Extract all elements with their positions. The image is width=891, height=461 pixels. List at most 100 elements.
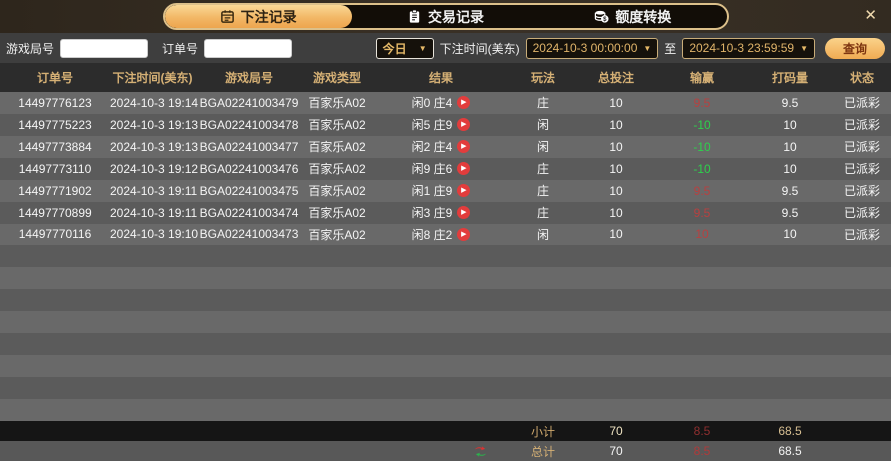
play-icon[interactable]: ▶ [457, 227, 471, 241]
order-no-input[interactable] [204, 38, 293, 58]
play-type-cell: 闲 [536, 227, 549, 242]
table-body: 14497776123 2024-10-3 19:14 BGA02241003479… [0, 92, 891, 421]
order-cell: 14497773884 [18, 139, 92, 154]
to-label: 至 [664, 41, 677, 56]
chevron-down-icon: ▼ [800, 43, 808, 53]
empty-row [0, 333, 891, 356]
time-cell: 2024-10-3 19:12 [110, 161, 199, 176]
play-icon[interactable]: ▶ [457, 162, 471, 176]
play-type-cell: 庄 [536, 184, 549, 199]
column-header: 打码量 [771, 71, 808, 85]
volume-cell: 9.5 [781, 205, 799, 220]
column-header: 结果 [428, 71, 453, 85]
game-round-input[interactable] [60, 38, 149, 58]
tab-bet-records[interactable]: 下注记录 [164, 5, 352, 28]
game-type-cell: 百家乐A02 [308, 96, 366, 111]
volume-cell: 10 [783, 139, 797, 154]
play-icon[interactable]: ▶ [457, 118, 471, 132]
round-cell: BGA02241003473 [199, 227, 299, 242]
result-cell: 闲2 庄4 ▶ [371, 138, 511, 155]
close-icon[interactable]: ✕ [864, 7, 877, 24]
game-type-cell: 百家乐A02 [308, 206, 366, 221]
time-cell: 2024-10-3 19:10 [110, 227, 199, 242]
table-header-row: 订单号 下注时间(美东) 游戏局号 游戏类型 结果 玩法 总投注 输赢 打码量 状态 [0, 63, 891, 92]
clipboard-icon [407, 9, 422, 24]
time-cell: 2024-10-3 19:11 [110, 183, 198, 198]
result-cell: 闲5 庄9 ▶ [371, 116, 511, 133]
result-text: 闲3 庄9 [411, 206, 453, 221]
result-text: 闲5 庄9 [411, 118, 453, 133]
game-type-cell: 百家乐A02 [308, 227, 366, 242]
subtotal-bet: 70 [609, 424, 623, 438]
quick-range-select[interactable]: 今日 ▼ [375, 37, 434, 59]
table-row[interactable]: 14497770899 2024-10-3 19:11 BGA02241003474… [0, 201, 891, 224]
bet-cell: 10 [609, 117, 623, 132]
table-row[interactable]: 14497776123 2024-10-3 19:14 BGA02241003479… [0, 92, 891, 114]
play-icon[interactable]: ▶ [457, 206, 471, 220]
result-text: 闲9 庄6 [411, 162, 453, 177]
bet-cell: 10 [609, 205, 623, 220]
table-row[interactable]: 14497773884 2024-10-3 19:13 BGA02241003477… [0, 135, 891, 158]
ledger-icon [220, 9, 235, 24]
winloss-value: 8.5 [693, 444, 711, 458]
play-icon[interactable]: ▶ [457, 140, 471, 154]
result-cell: 闲1 庄9 ▶ [371, 182, 511, 199]
empty-row [0, 289, 891, 312]
bet-cell: 10 [609, 161, 623, 176]
bet-cell: 10 [609, 183, 623, 198]
empty-row [0, 311, 891, 334]
query-button[interactable]: 查询 [825, 37, 885, 59]
volume-cell: 10 [783, 161, 797, 176]
winloss-value: 9.5 [693, 183, 711, 198]
bet-cell: 10 [609, 95, 623, 110]
game-type-cell: 百家乐A02 [308, 118, 366, 133]
empty-row [0, 398, 891, 421]
round-cell: BGA02241003476 [199, 161, 299, 176]
swap-arrows-icon[interactable] [472, 445, 489, 458]
title-bar: 下注记录 交易记录 $ 额度转换 ✕ [0, 0, 891, 33]
end-time-select[interactable]: 2024-10-3 23:59:59 ▼ [682, 37, 815, 59]
tab-quota-transfer[interactable]: $ 额度转换 [539, 5, 726, 28]
empty-row [0, 245, 891, 268]
round-cell: BGA02241003477 [199, 139, 299, 154]
game-type-cell: 百家乐A02 [308, 140, 366, 155]
status-badge: 已派彩 [843, 206, 880, 221]
result-text: 闲2 庄4 [411, 140, 453, 155]
table-row[interactable]: 14497775223 2024-10-3 19:13 BGA02241003478… [0, 113, 891, 136]
table-row[interactable]: 14497773110 2024-10-3 19:12 BGA02241003476… [0, 157, 891, 180]
tab-transaction-records[interactable]: 交易记录 [352, 5, 539, 28]
order-cell: 14497770899 [18, 205, 92, 220]
time-cell: 2024-10-3 19:14 [110, 95, 199, 110]
play-type-cell: 庄 [536, 162, 549, 177]
empty-row [0, 355, 891, 377]
winloss-value: -10 [693, 161, 711, 176]
winloss-value: -10 [693, 117, 711, 132]
play-icon[interactable]: ▶ [457, 96, 471, 110]
result-cell: 闲3 庄9 ▶ [371, 204, 511, 221]
play-type-cell: 闲 [536, 118, 549, 133]
bet-cell: 10 [609, 139, 623, 154]
play-icon[interactable]: ▶ [457, 184, 471, 198]
result-cell: 闲0 庄4 ▶ [371, 94, 511, 111]
winloss-value: 8.5 [693, 424, 711, 438]
winloss-value: -10 [693, 139, 711, 154]
total-bet: 70 [609, 444, 623, 458]
table-row[interactable]: 14497771902 2024-10-3 19:11 BGA02241003475… [0, 179, 891, 202]
column-header: 游戏局号 [224, 71, 273, 85]
play-type-cell: 庄 [536, 206, 549, 221]
result-cell: 闲8 庄2 ▶ [371, 226, 511, 243]
volume-cell: 10 [783, 227, 797, 242]
empty-row [0, 376, 891, 399]
time-cell: 2024-10-3 19:11 [110, 205, 198, 220]
status-badge: 已派彩 [843, 162, 880, 177]
order-cell: 14497776123 [18, 95, 92, 110]
table-row[interactable]: 14497770116 2024-10-3 19:10 BGA02241003473… [0, 223, 891, 246]
total-row: 总计 70 8.5 68.5 [0, 441, 891, 461]
round-cell: BGA02241003474 [199, 205, 299, 220]
result-text: 闲8 庄2 [411, 227, 453, 242]
bet-time-label: 下注时间(美东) [439, 41, 520, 56]
game-type-cell: 百家乐A02 [308, 184, 366, 199]
start-time-select[interactable]: 2024-10-3 00:00:00 ▼ [525, 37, 659, 59]
round-cell: BGA02241003475 [199, 183, 299, 198]
result-text: 闲0 庄4 [411, 96, 453, 111]
